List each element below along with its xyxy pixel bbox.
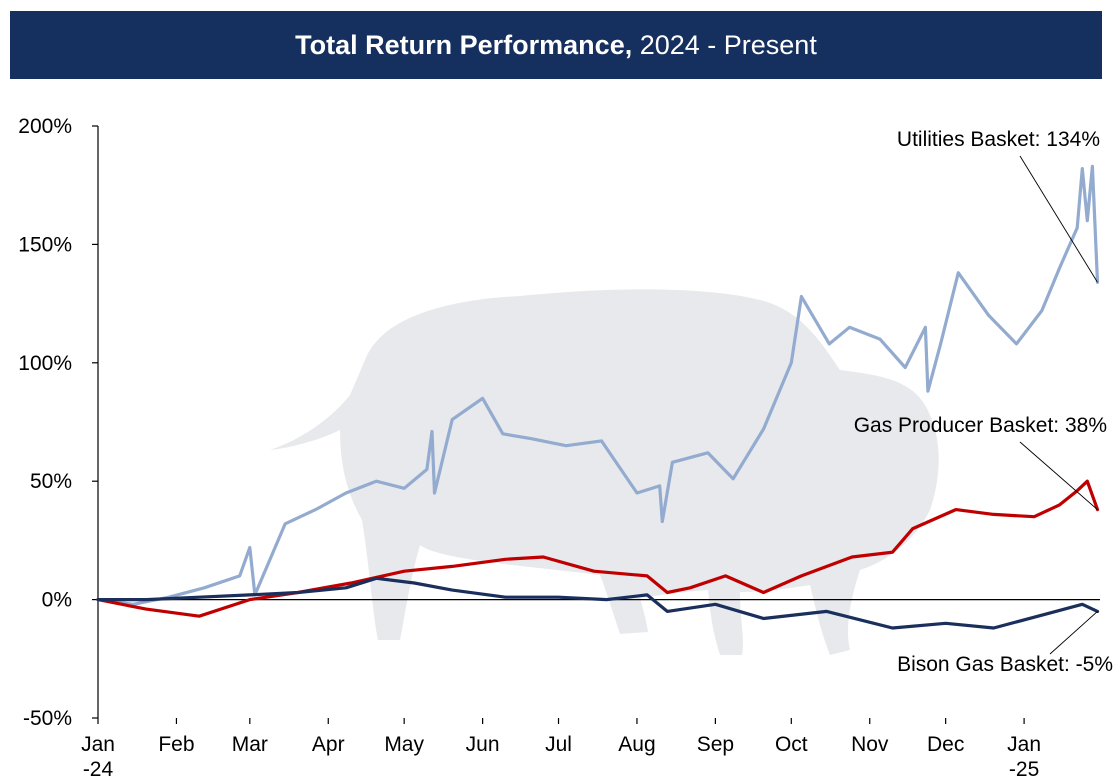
x-tick-label: Oct (775, 733, 808, 756)
bison-watermark-icon (270, 289, 939, 655)
x-tick-label: Aug (618, 733, 655, 756)
series-layer (96, 164, 1100, 630)
x-tick-label: Jun (466, 733, 500, 756)
utilities-basket-line (96, 164, 1100, 606)
y-tick-label: 0% (42, 589, 72, 612)
bison-annotation-leader (1049, 611, 1098, 655)
x-tick-label: Apr (312, 733, 345, 756)
bison-annotation-label: Bison Gas Basket: -5% (897, 653, 1113, 676)
bison-silhouette (270, 289, 939, 655)
x-tick-label: Sep (697, 733, 734, 756)
annotation-layer: Utilities Basket: 134% Gas Producer Baske… (854, 128, 1113, 676)
chart-title-bold: Total Return Performance, (295, 29, 633, 60)
x-tick-label: Jan -25 (1007, 733, 1041, 781)
gas-producer-annotation-label: Gas Producer Basket: 38% (854, 414, 1107, 437)
x-tick-label: Jul (545, 733, 572, 756)
x-tick-label: Mar (232, 733, 268, 756)
x-tick-label: Jan -24 (81, 733, 115, 781)
chart-title-rest: 2024 - Present (632, 29, 817, 60)
x-tick-label: May (384, 733, 424, 756)
y-tick-label: 150% (18, 233, 72, 256)
x-tick-label: Dec (927, 733, 964, 756)
title-banner: Total Return Performance, 2024 - Present (10, 11, 1102, 79)
bison-gas-basket-line (96, 576, 1100, 630)
y-tick-label: 50% (30, 470, 72, 493)
utilities-annotation-leader (1019, 155, 1098, 283)
y-tick-label: 200% (18, 115, 72, 138)
gas-producer-annotation-leader (1019, 441, 1098, 510)
chart-axes: -50% 0% 50% 100% 150% 200% Jan -24 Feb Mar Apr May J… (18, 115, 1100, 781)
x-tick-label: Feb (158, 733, 194, 756)
y-tick-label: -50% (23, 707, 72, 730)
utilities-annotation-label: Utilities Basket: 134% (897, 128, 1100, 151)
y-tick-label: 100% (18, 352, 72, 375)
x-tick-label: Nov (851, 733, 889, 756)
